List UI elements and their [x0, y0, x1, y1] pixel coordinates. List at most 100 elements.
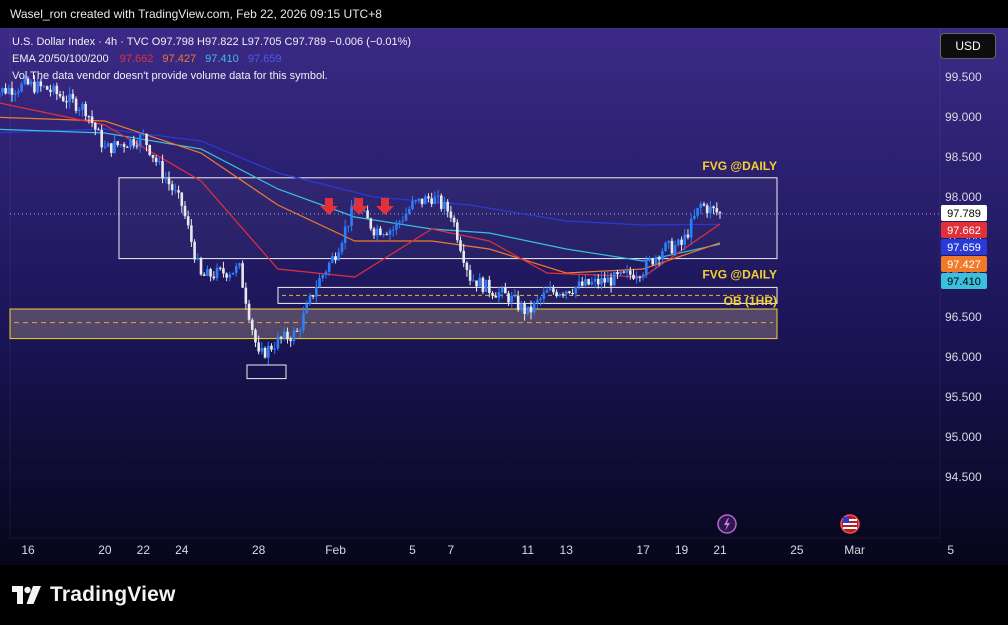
- x-tick-label: Mar: [844, 543, 865, 557]
- candle-body: [369, 218, 373, 229]
- ema200-line: [0, 128, 721, 226]
- candle-body: [183, 205, 187, 217]
- candle-body: [286, 331, 289, 340]
- candle-body: [61, 96, 65, 102]
- candle-body: [427, 196, 430, 199]
- candle-body: [81, 103, 84, 110]
- candle-body: [55, 85, 59, 95]
- candle-body: [145, 133, 148, 146]
- candle-body: [77, 109, 81, 111]
- price-label-text: 97.427: [947, 259, 981, 271]
- candle-body: [363, 210, 366, 212]
- currency-button[interactable]: USD: [940, 33, 996, 59]
- candle-body: [138, 134, 142, 147]
- candle-body: [116, 141, 120, 146]
- fvg-daily-upper-label: FVG @DAILY: [702, 159, 777, 173]
- candle-body: [20, 83, 23, 92]
- candle-body: [42, 86, 46, 88]
- candle-body: [231, 272, 235, 275]
- candle-body: [651, 258, 655, 265]
- candle-body: [353, 203, 357, 206]
- price-label-tag: [941, 205, 987, 221]
- candle-body: [93, 122, 97, 130]
- candle-body: [472, 280, 475, 282]
- price-chart[interactable]: FVG @DAILY FVG @DAILY OB (1HR) 94.500 95.00…: [0, 28, 1008, 565]
- x-tick-label: 11: [522, 543, 535, 557]
- candle-body: [564, 291, 568, 295]
- candle-body: [7, 88, 11, 94]
- candle-body: [670, 240, 674, 254]
- y-tick-label: 96.000: [945, 350, 982, 364]
- price-label-tag: [941, 273, 987, 289]
- candle-body: [90, 116, 94, 123]
- tradingview-logo-icon: [12, 586, 41, 604]
- candle-body: [270, 345, 273, 350]
- candle-body: [190, 225, 193, 242]
- candle-body: [548, 288, 552, 291]
- candle-body: [609, 277, 613, 286]
- candle-body: [238, 263, 241, 267]
- candle-body: [4, 88, 7, 94]
- tradingview-brand: TradingView: [50, 583, 176, 606]
- candle-body: [372, 228, 376, 236]
- candle-body: [683, 234, 687, 245]
- candle-body: [667, 240, 671, 243]
- candle-body: [161, 161, 164, 179]
- x-tick-label: 16: [21, 543, 35, 557]
- y-tick-label: 95.500: [945, 390, 982, 404]
- candle-body: [587, 279, 590, 285]
- flag-stripe-2: [843, 523, 857, 525]
- candle-body: [331, 256, 334, 263]
- candle-body: [436, 195, 440, 197]
- candle-body: [596, 278, 600, 285]
- flag-canton: [843, 517, 849, 523]
- ema20-value: 97.662: [119, 53, 154, 65]
- candle-body: [433, 196, 437, 204]
- candle-body: [417, 198, 421, 201]
- candle-body: [385, 234, 389, 236]
- candle-body: [295, 330, 299, 332]
- plot-frame: [9, 28, 941, 539]
- candle-body: [552, 288, 555, 293]
- volume-legend: Vol The data vendor doesn't provide volu…: [12, 70, 328, 82]
- candle-body: [488, 279, 491, 293]
- candle-body: [241, 263, 244, 288]
- candle-body: [529, 306, 533, 313]
- low-marker-box: [246, 364, 287, 380]
- price-label-tag: [941, 239, 987, 255]
- symbol-legend[interactable]: U.S. Dollar Index · 4h · TVC O97.798 H97…: [12, 36, 412, 48]
- candle-body: [590, 281, 594, 285]
- candle-body: [158, 161, 161, 163]
- candle-body: [68, 93, 71, 103]
- x-tick-label: 7: [448, 543, 455, 557]
- candle-body: [693, 215, 696, 219]
- candle-body: [266, 345, 270, 358]
- candle-body: [289, 339, 293, 342]
- candle-body: [142, 133, 145, 135]
- candle-body: [622, 271, 626, 273]
- candle-body: [257, 342, 260, 352]
- candle-body: [568, 291, 571, 293]
- tradingview-logo[interactable]: TradingView: [12, 583, 176, 607]
- candle-body: [504, 287, 507, 294]
- credit-text: Wasel_ron created with TradingView.com, …: [10, 7, 382, 21]
- candle-body: [167, 178, 171, 185]
- x-tick-label: 28: [252, 543, 266, 557]
- candle-body: [593, 278, 597, 282]
- candle-body: [391, 229, 395, 231]
- ema-legend[interactable]: EMA 20/50/100/200 97.662 97.427 97.410 9…: [12, 53, 282, 65]
- ema-label: EMA 20/50/100/200: [12, 53, 109, 65]
- candle-body: [177, 190, 180, 193]
- candle-body: [366, 210, 369, 219]
- candle-body: [52, 85, 55, 92]
- candle-body: [600, 278, 603, 285]
- candle-body: [673, 245, 677, 254]
- candle-body: [520, 303, 523, 310]
- candle-body: [686, 234, 690, 238]
- candle-body: [696, 208, 699, 216]
- candle-body: [481, 277, 485, 292]
- y-tick-label: 94.500: [945, 470, 982, 484]
- candle-body: [119, 144, 123, 146]
- candle-body: [1, 88, 4, 93]
- x-tick-label: 21: [713, 543, 727, 557]
